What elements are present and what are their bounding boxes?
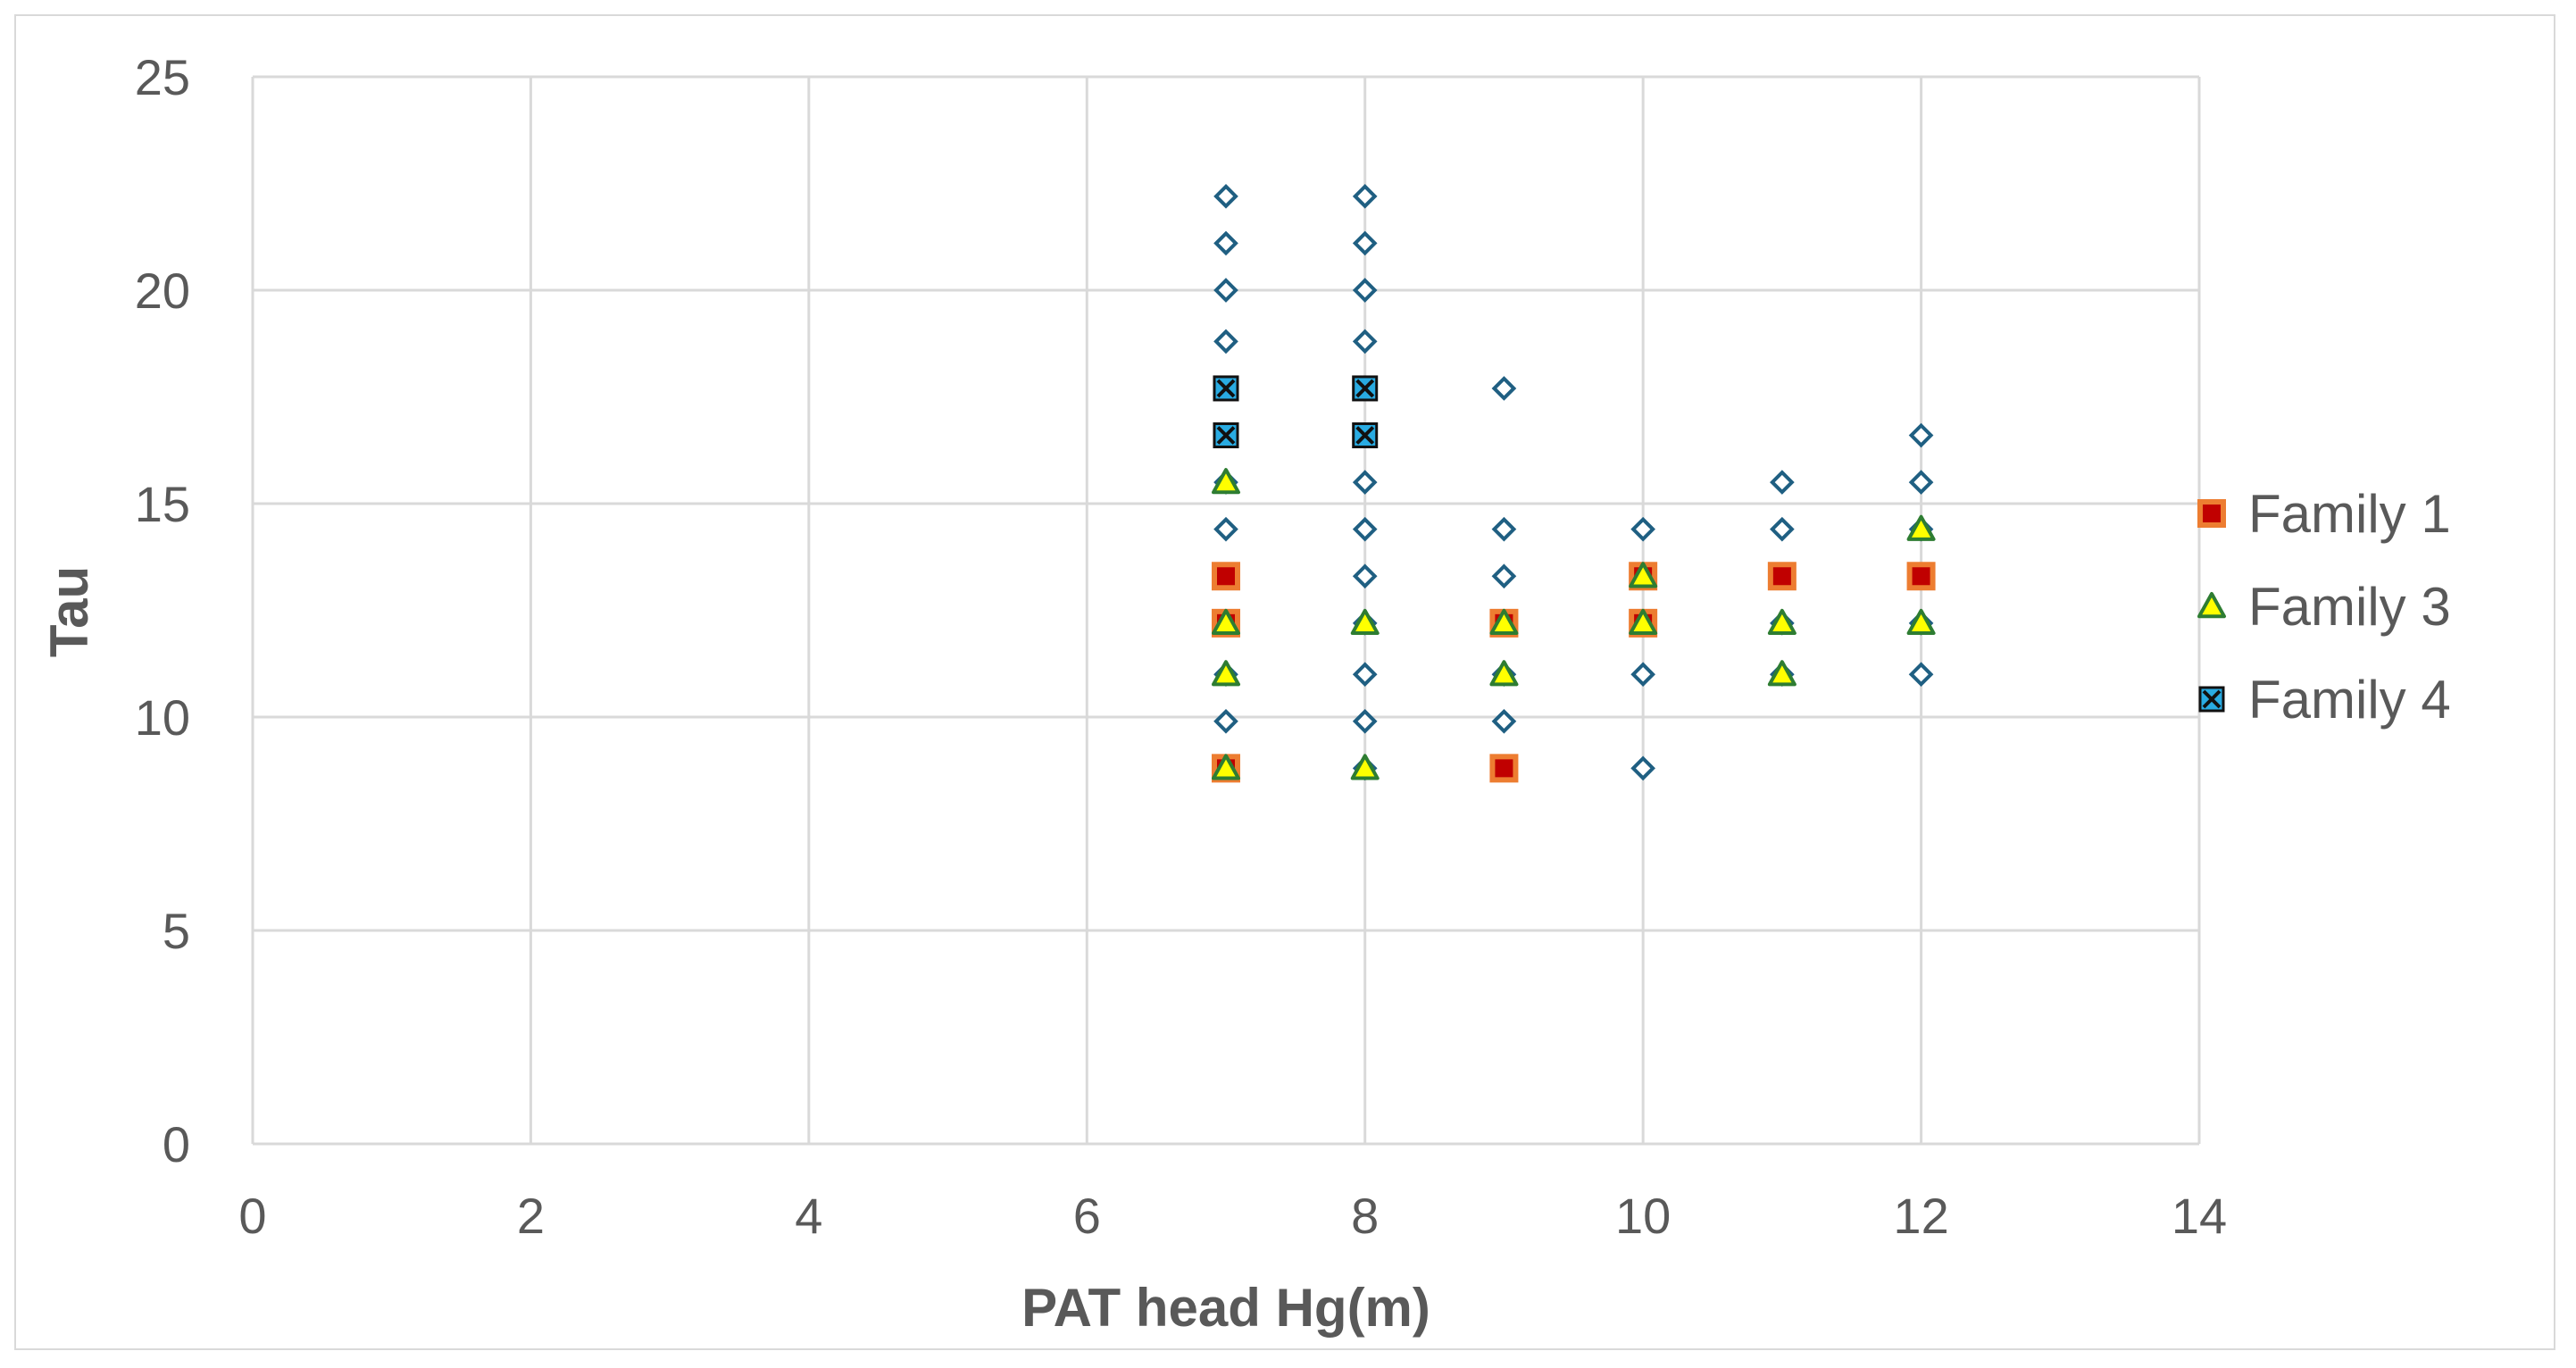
point-family-3	[1767, 608, 1797, 636]
point-all-combinations	[1213, 708, 1238, 734]
x-tick-label: 6	[1073, 1188, 1101, 1244]
legend-marker-family-1	[2197, 499, 2226, 528]
point-family-3	[1212, 660, 1240, 687]
y-tick-label: 10	[135, 689, 190, 746]
point-family-3	[1629, 562, 1658, 588]
point-all-combinations	[1352, 516, 1378, 542]
point-family-3	[1906, 514, 1936, 541]
point-all-combinations	[1630, 516, 1655, 542]
point-family-4-cross	[1216, 426, 1236, 445]
y-axis-title: Tau	[39, 566, 99, 657]
point-family-1	[1489, 754, 1519, 783]
point-family-4-cross	[1216, 379, 1236, 398]
point-family-3	[1489, 660, 1519, 687]
legend-item-family-4: Family 4	[2198, 670, 2451, 730]
y-tick-label: 25	[135, 49, 190, 105]
x-tick-label: 4	[795, 1188, 822, 1244]
point-all-combinations	[1352, 184, 1378, 209]
point-all-combinations	[1352, 470, 1378, 495]
x-tick-label: 8	[1351, 1188, 1379, 1244]
point-all-combinations	[1352, 278, 1378, 303]
x-tick-label: 2	[517, 1188, 545, 1244]
y-tick-label: 5	[163, 903, 190, 959]
point-all-combinations	[1630, 662, 1655, 688]
y-tick-label: 20	[135, 263, 190, 319]
point-family-1	[1212, 562, 1240, 591]
point-family-3	[1767, 660, 1797, 687]
point-all-combinations	[1770, 516, 1795, 542]
x-axis-title: PAT head Hg(m)	[1021, 1278, 1430, 1338]
point-family-3	[1489, 608, 1519, 636]
point-all-combinations	[1770, 470, 1795, 495]
point-family-3	[1350, 754, 1380, 780]
y-tick-label: 0	[163, 1116, 190, 1172]
legend-marker-family-3	[2197, 592, 2226, 619]
legend-item-family-3: Family 3	[2197, 577, 2451, 637]
point-all-combinations	[1213, 516, 1238, 542]
series-all-combinations	[1213, 184, 1934, 781]
legend-marker-family-4-cross	[2202, 689, 2222, 709]
point-family-3	[1906, 608, 1936, 636]
point-family-4-cross	[1355, 426, 1375, 445]
point-all-combinations	[1491, 563, 1517, 589]
point-all-combinations	[1908, 470, 1934, 495]
x-tick-label: 14	[2172, 1188, 2227, 1244]
point-all-combinations	[1352, 230, 1378, 256]
point-all-combinations	[1213, 184, 1238, 209]
point-family-3	[1212, 468, 1240, 495]
point-all-combinations	[1630, 755, 1655, 781]
point-family-3	[1212, 754, 1240, 780]
y-tick-label: 15	[135, 476, 190, 532]
legend-label-family-4: Family 4	[2248, 670, 2451, 730]
point-all-combinations	[1908, 662, 1934, 688]
legend-label-family-1: Family 1	[2248, 484, 2451, 544]
point-family-1	[1906, 562, 1936, 591]
point-all-combinations	[1352, 708, 1378, 734]
point-all-combinations	[1213, 230, 1238, 256]
x-tick-label: 10	[1615, 1188, 1671, 1244]
point-all-combinations	[1352, 662, 1378, 688]
point-family-3	[1212, 608, 1240, 636]
point-all-combinations	[1491, 708, 1517, 734]
axes	[251, 77, 2199, 1146]
legend-item-family-1: Family 1	[2197, 484, 2451, 544]
tick-labels: 0 5 10 15 20 25 0 2 4 6 8 10 12 14	[135, 49, 2227, 1244]
point-all-combinations	[1213, 278, 1238, 303]
point-all-combinations	[1908, 422, 1934, 448]
point-all-combinations	[1491, 516, 1517, 542]
point-all-combinations	[1352, 329, 1378, 355]
data-markers	[1212, 184, 1936, 783]
chart-frame	[14, 14, 2555, 1350]
point-all-combinations	[1213, 329, 1238, 355]
point-family-4-cross	[1355, 379, 1375, 398]
x-tick-label: 12	[1893, 1188, 1948, 1244]
legend: Family 1 Family 3 Family 4	[2197, 484, 2451, 730]
series-family-1	[1212, 562, 1936, 783]
legend-label-family-3: Family 3	[2248, 577, 2451, 637]
point-all-combinations	[1352, 563, 1378, 589]
point-family-3	[1629, 608, 1658, 636]
point-family-3	[1350, 608, 1380, 636]
series-family-3	[1212, 468, 1936, 780]
point-all-combinations	[1491, 376, 1517, 401]
point-family-1	[1767, 562, 1797, 591]
series-family-4	[1213, 375, 1379, 449]
x-tick-label: 0	[238, 1188, 266, 1244]
